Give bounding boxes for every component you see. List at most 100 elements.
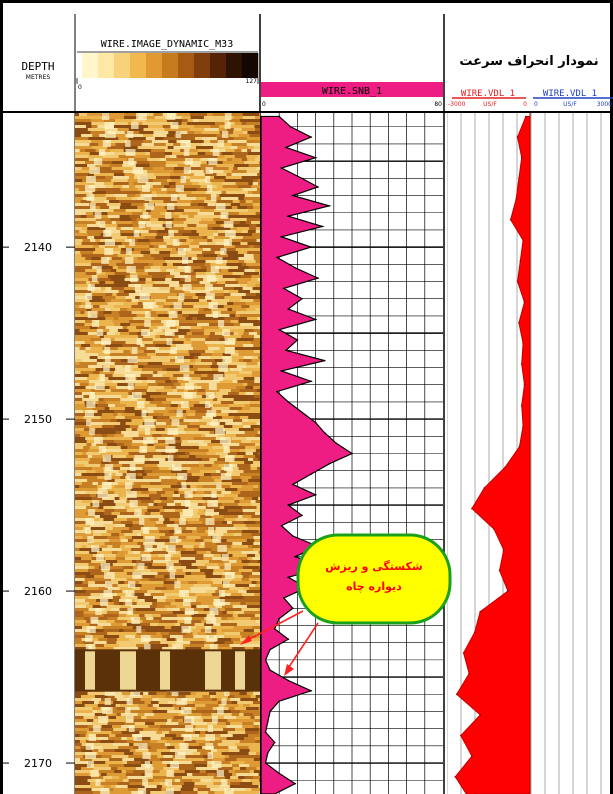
image-pixel xyxy=(246,218,260,221)
image-pixel xyxy=(152,284,170,287)
image-pixel xyxy=(87,233,101,236)
image-pixel xyxy=(239,500,251,503)
image-pixel xyxy=(225,323,234,326)
vdl-point xyxy=(515,198,517,200)
image-pixel xyxy=(132,587,140,590)
image-pixel xyxy=(75,167,82,170)
image-pixel xyxy=(239,221,246,224)
image-pixel xyxy=(95,647,114,650)
image-pixel xyxy=(122,761,127,764)
image-pixel xyxy=(107,638,117,641)
image-pixel xyxy=(164,293,178,296)
image-pixel xyxy=(75,722,92,725)
image-pixel xyxy=(223,305,242,308)
image-streak xyxy=(166,545,176,552)
image-pixel xyxy=(130,323,147,326)
image-pixel xyxy=(200,515,212,518)
image-pixel xyxy=(246,317,258,320)
image-pixel xyxy=(75,629,90,632)
image-streak xyxy=(144,419,155,426)
image-pixel xyxy=(186,461,199,464)
image-pixel xyxy=(175,428,184,431)
image-pixel xyxy=(75,215,81,218)
image-pixel xyxy=(150,482,162,485)
image-pixel xyxy=(193,347,209,350)
image-pixel xyxy=(113,788,129,791)
image-streak xyxy=(224,572,235,579)
image-pixel xyxy=(137,242,151,245)
image-pixel xyxy=(75,350,86,353)
image-pixel xyxy=(75,584,89,587)
image-pixel xyxy=(185,338,191,341)
image-pixel xyxy=(224,407,230,410)
image-pixel xyxy=(186,566,198,569)
image-pixel xyxy=(75,773,89,776)
image-pixel xyxy=(242,722,254,725)
image-pixel xyxy=(111,467,121,470)
image-pixel xyxy=(111,755,129,758)
image-pixel xyxy=(227,551,242,554)
image-pixel xyxy=(223,434,236,437)
image-pixel xyxy=(85,212,94,215)
image-pixel xyxy=(236,179,253,182)
image-pixel xyxy=(214,479,222,482)
image-pixel xyxy=(251,374,260,377)
image-pixel xyxy=(175,347,194,350)
image-pixel xyxy=(186,731,196,734)
image-pixel xyxy=(250,500,256,503)
image-pixel xyxy=(102,746,119,749)
image-streak xyxy=(216,770,224,777)
image-pixel xyxy=(107,782,118,785)
image-pixel xyxy=(172,494,181,497)
image-pixel xyxy=(203,539,220,542)
image-pixel xyxy=(238,353,257,356)
image-pixel xyxy=(139,131,154,134)
image-pixel xyxy=(230,698,241,701)
image-pixel xyxy=(155,521,164,524)
image-pixel xyxy=(152,563,169,566)
image-pixel xyxy=(152,185,165,188)
image-streak xyxy=(171,419,180,426)
image-pixel xyxy=(95,302,108,305)
image-pixel xyxy=(229,464,238,467)
image-pixel xyxy=(97,326,106,329)
image-pixel xyxy=(233,479,242,482)
image-pixel xyxy=(222,185,238,188)
borehole-image-log xyxy=(75,113,260,794)
image-pixel xyxy=(138,335,144,338)
image-pixel xyxy=(242,566,260,569)
image-pixel xyxy=(106,530,122,533)
image-pixel xyxy=(90,746,103,749)
image-pixel xyxy=(199,476,212,479)
image-streak xyxy=(93,725,101,732)
image-streak xyxy=(184,608,194,615)
image-pixel xyxy=(174,707,180,710)
image-pixel xyxy=(227,584,236,587)
image-pixel xyxy=(144,554,158,557)
image-pixel xyxy=(98,209,110,212)
image-pixel xyxy=(232,329,245,332)
image-pixel xyxy=(197,212,215,215)
image-pixel xyxy=(153,533,166,536)
snb-point xyxy=(301,411,303,414)
image-pixel xyxy=(125,407,135,410)
image-pixel xyxy=(234,122,242,125)
image-pixel xyxy=(170,176,184,179)
image-pixel xyxy=(144,731,157,734)
snb-point xyxy=(278,772,281,775)
image-pixel xyxy=(103,335,122,338)
image-pixel xyxy=(207,764,217,767)
image-pixel xyxy=(119,536,126,539)
image-pixel xyxy=(138,581,152,584)
image-pixel xyxy=(90,275,108,278)
image-pixel xyxy=(198,296,205,299)
image-pixel xyxy=(75,524,91,527)
image-pixel xyxy=(114,770,122,773)
image-pixel xyxy=(153,500,162,503)
image-pixel xyxy=(148,725,161,728)
image-pixel xyxy=(127,716,142,719)
image-pixel xyxy=(152,710,168,713)
image-pixel xyxy=(154,248,173,251)
image-pixel xyxy=(207,524,221,527)
snb-point xyxy=(292,483,294,486)
